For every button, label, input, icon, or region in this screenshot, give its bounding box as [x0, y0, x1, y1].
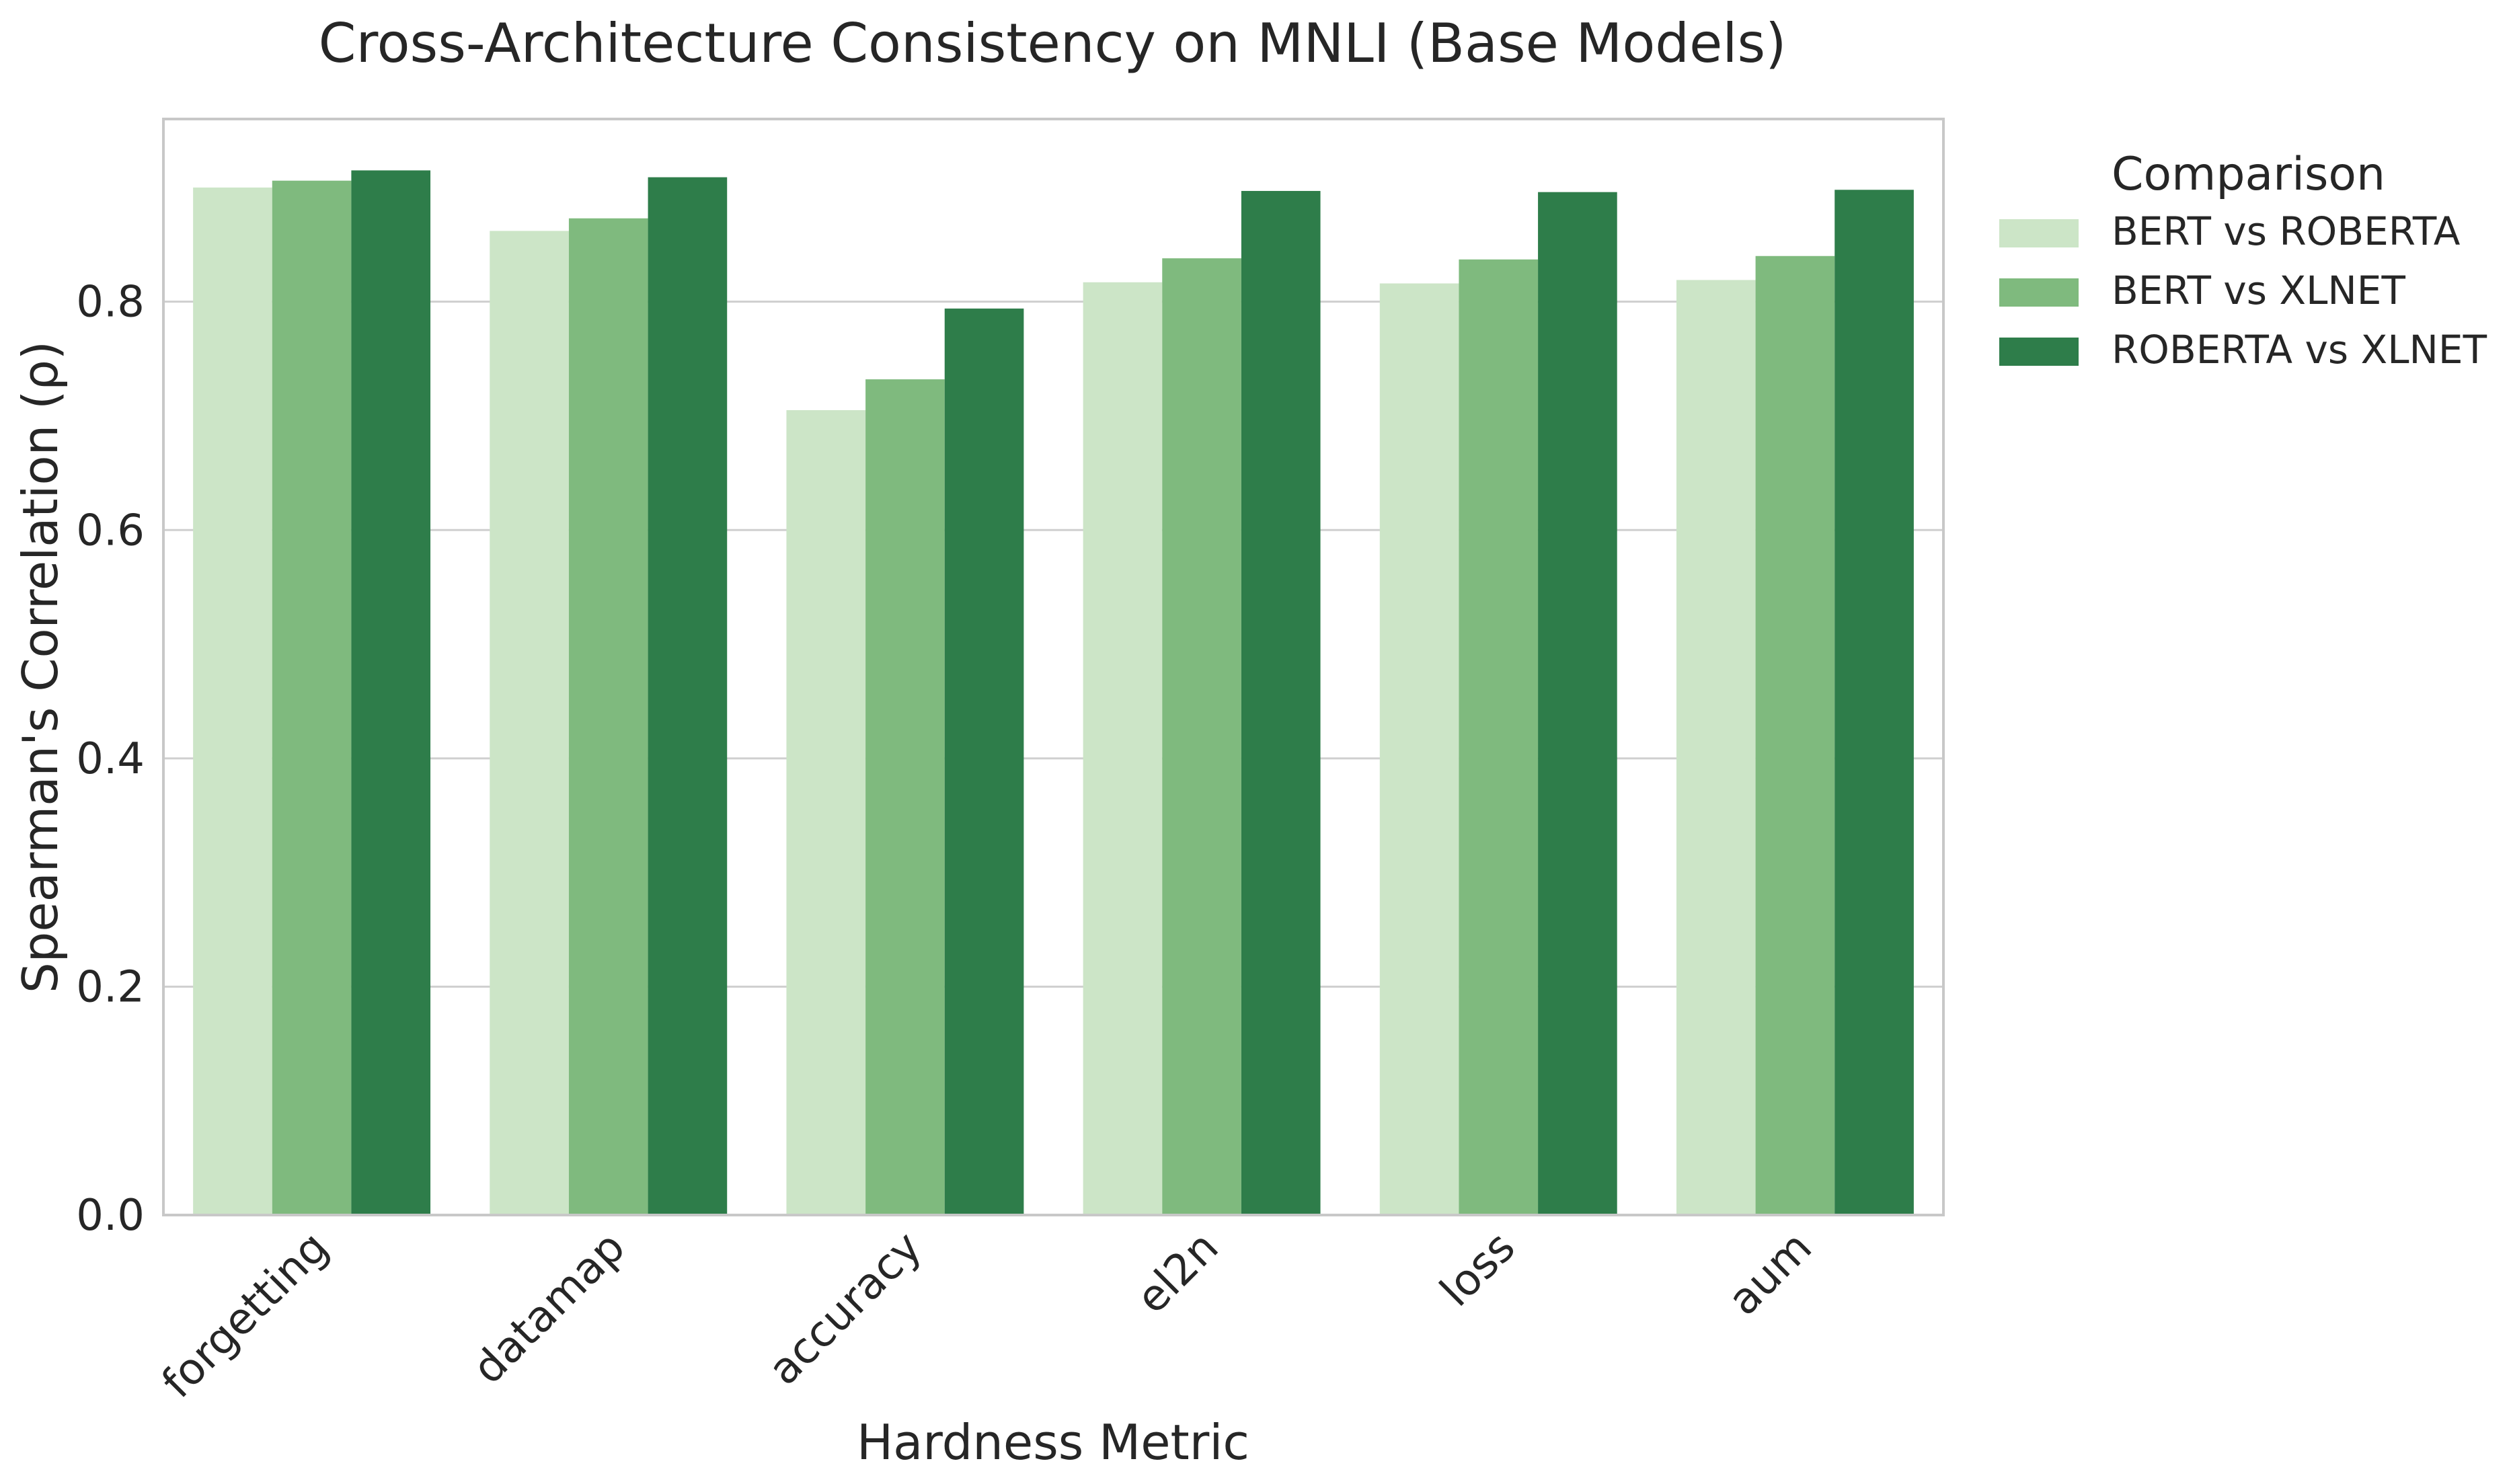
bar — [786, 409, 866, 1215]
y-tick-label: 0.8 — [76, 278, 145, 327]
x-tick-label: aum — [1719, 1222, 1822, 1325]
chart-title: Cross-Architecture Consistency on MNLI (… — [319, 12, 1787, 75]
bar — [1162, 258, 1241, 1215]
y-axis-label: Spearman's Correlation (ρ) — [12, 341, 69, 993]
bar — [1755, 256, 1835, 1215]
plot-frame — [162, 118, 1945, 1216]
bar — [490, 231, 569, 1215]
x-axis-ticks: forgetting datamap accuracy el2n loss aum — [153, 1222, 1822, 1408]
bars — [193, 170, 1914, 1216]
legend-swatch — [1999, 338, 2079, 366]
bar — [944, 308, 1024, 1216]
bar — [568, 218, 648, 1215]
bar — [1459, 259, 1539, 1215]
y-tick-label: 0.4 — [76, 734, 145, 784]
legend-label: ROBERTA vs XLNET — [2112, 327, 2487, 373]
y-tick-label: 0.2 — [76, 962, 145, 1012]
bar — [1379, 283, 1459, 1215]
legend-swatch — [1999, 278, 2079, 307]
x-tick-label: accuracy — [759, 1222, 932, 1395]
bar — [1676, 280, 1756, 1215]
x-axis-label: Hardness Metric — [857, 1414, 1249, 1471]
bar — [648, 177, 728, 1215]
x-tick-label: forgetting — [153, 1222, 338, 1408]
bar — [351, 170, 431, 1215]
y-tick-label: 0.0 — [76, 1191, 145, 1241]
bar — [1834, 190, 1914, 1215]
legend-title: Comparison — [2112, 148, 2385, 201]
legend: Comparison BERT vs ROBERTA BERT vs XLNET R… — [1999, 148, 2487, 373]
x-tick-label: datamap — [463, 1222, 635, 1394]
x-tick-label: loss — [1431, 1222, 1525, 1317]
y-tick-label: 0.6 — [76, 506, 145, 555]
legend-label: BERT vs ROBERTA — [2112, 208, 2461, 254]
bar — [865, 379, 945, 1215]
bar — [272, 180, 352, 1215]
legend-label: BERT vs XLNET — [2112, 268, 2405, 313]
bar — [1241, 190, 1321, 1215]
y-axis-ticks: 0.0 0.2 0.4 0.6 0.8 — [76, 278, 145, 1241]
legend-swatch — [1999, 219, 2079, 247]
bar — [1538, 192, 1617, 1216]
x-tick-label: el2n — [1127, 1222, 1228, 1323]
bar — [193, 187, 272, 1215]
bar — [1083, 282, 1163, 1215]
